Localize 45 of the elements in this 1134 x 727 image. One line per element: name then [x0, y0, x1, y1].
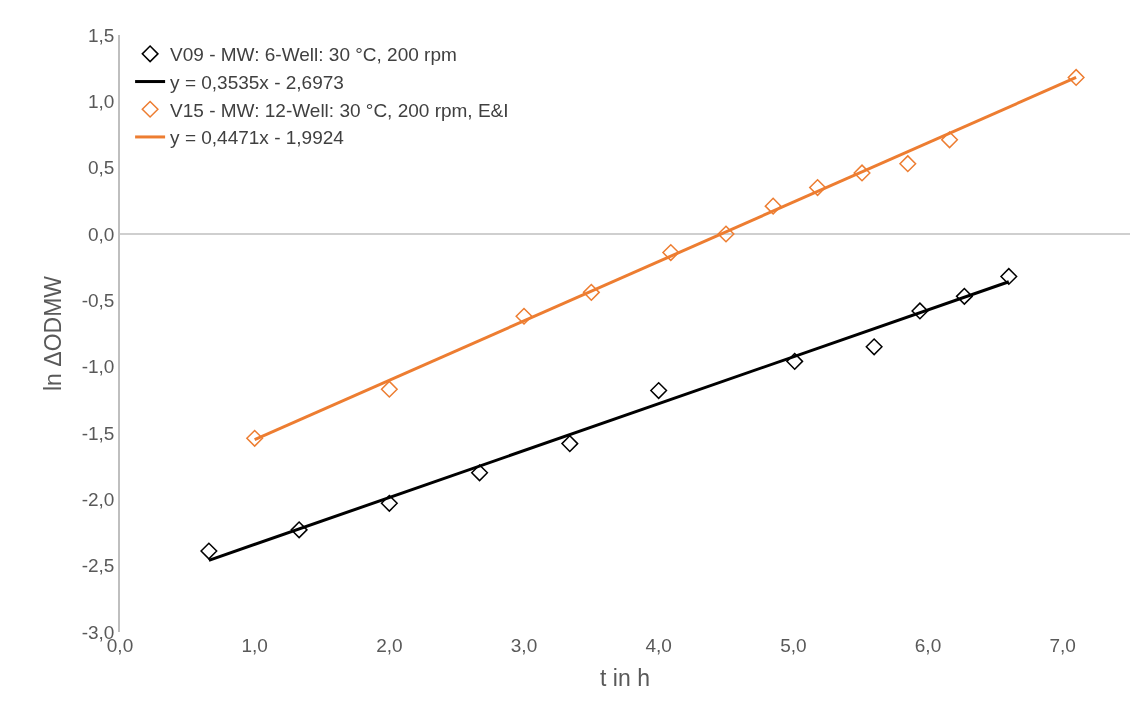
y-tick-label: -0,5: [81, 289, 115, 311]
point: [380, 380, 398, 398]
point: [561, 435, 579, 453]
y-tick-label: 0,5: [88, 157, 115, 179]
point: [865, 338, 883, 356]
x-axis-title: t in h: [600, 664, 650, 691]
point: [717, 225, 735, 243]
point: [246, 429, 264, 447]
point: [955, 287, 973, 305]
y-tick-label: 1,0: [88, 90, 115, 112]
x-tick-label: 3,0: [510, 635, 538, 656]
point: [650, 382, 668, 400]
point: [809, 179, 827, 197]
y-tick-label: -2,5: [81, 555, 115, 577]
y-tick-label: 0,0: [88, 223, 115, 245]
y-axis-title: ln ΔODMW: [39, 275, 66, 392]
point: [899, 155, 917, 173]
point: [582, 283, 600, 301]
point: [515, 307, 533, 325]
legend-label: V15 - MW: 12-Well: 30 °C, 200 rpm, E&I: [170, 99, 509, 121]
point: [1000, 267, 1018, 285]
point: [1067, 68, 1085, 86]
y-tick-label: -1,5: [81, 422, 115, 444]
point: [911, 302, 929, 320]
x-tick-label: 4,0: [645, 635, 672, 656]
point: [853, 164, 871, 182]
point: [786, 352, 804, 370]
point: [380, 494, 398, 512]
point: [941, 131, 959, 149]
y-tick-label: 1,5: [88, 24, 115, 46]
y-tick-label: -2,0: [81, 488, 115, 510]
x-tick-label: 2,0: [376, 635, 403, 656]
legend-label: y = 0,4471x - 1,9924: [170, 127, 345, 149]
y-tick-label: -1,0: [81, 356, 115, 378]
point: [200, 542, 218, 560]
point: [290, 521, 308, 539]
point: [662, 244, 680, 262]
x-tick-label: 1,0: [241, 635, 268, 656]
x-tick-label: 5,0: [780, 635, 807, 656]
legend-label: y = 0,3535x - 2,6973: [170, 71, 344, 93]
x-tick-label: 6,0: [914, 635, 942, 656]
legend-label: V09 - MW: 6-Well: 30 °C, 200 rpm: [170, 44, 457, 66]
point: [764, 197, 782, 215]
x-tick-label: 7,0: [1049, 635, 1076, 656]
point: [471, 464, 489, 482]
